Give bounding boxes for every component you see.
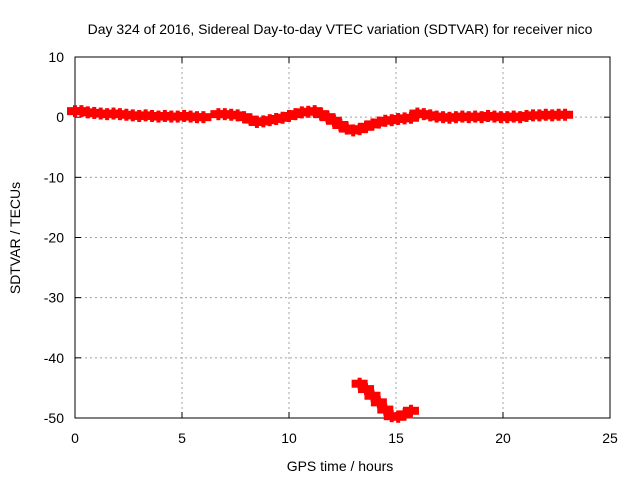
data-point-outlier <box>351 377 368 390</box>
data-point-main <box>195 111 212 124</box>
y-tick-label: 10 <box>48 49 64 65</box>
x-tick-label: 20 <box>495 430 511 446</box>
y-tick-label: -20 <box>44 230 64 246</box>
y-tick-label: 0 <box>56 109 64 125</box>
x-tick-label: 0 <box>71 430 79 446</box>
y-tick-label: -30 <box>44 290 64 306</box>
grid <box>75 57 610 418</box>
y-tick-label: -50 <box>44 410 64 426</box>
x-axis-label: GPS time / hours <box>287 458 394 474</box>
y-axis-label: SDTVAR / TECUs <box>7 182 23 294</box>
y-tick-label: -40 <box>44 350 64 366</box>
y-tick-label: -10 <box>44 169 64 185</box>
data-point-main <box>325 114 342 127</box>
x-tick-label: 25 <box>602 430 618 446</box>
data-point-main <box>557 108 574 121</box>
data-point-outlier <box>370 396 387 409</box>
x-tick-label: 15 <box>388 430 404 446</box>
data-points <box>67 105 574 423</box>
x-tick-label: 5 <box>178 430 186 446</box>
axes: 0 5 10 15 20 25 -50 -40 -30 -20 -10 0 10 <box>44 49 618 446</box>
data-point-main <box>402 111 419 124</box>
x-tick-label: 10 <box>281 430 297 446</box>
data-point-outlier <box>377 403 394 416</box>
data-point-outlier <box>364 389 381 402</box>
data-point-outlier <box>358 383 375 396</box>
data-point-outlier <box>402 404 419 417</box>
chart-title: Day 324 of 2016, Sidereal Day-to-day VTE… <box>88 21 593 37</box>
